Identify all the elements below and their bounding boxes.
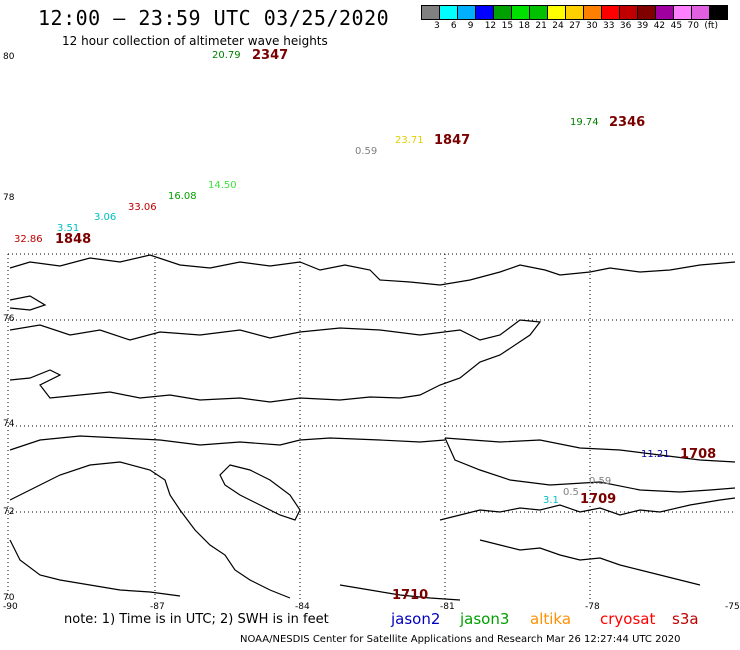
satellite-legend-item: jason3	[460, 610, 510, 628]
coast-islands-south	[339, 584, 461, 601]
wave-height-label: 19.74	[570, 117, 599, 128]
wave-height-label: 3.1	[543, 495, 559, 506]
wave-height-label: 32.86	[14, 234, 43, 245]
wave-height-label: 0.5	[563, 487, 579, 498]
wave-height-label: 3.51	[57, 223, 80, 234]
lon-label: -87	[150, 602, 165, 612]
wave-height-label: 11.21	[641, 449, 670, 460]
scale-label: 18	[518, 21, 530, 31]
scale-label: 42	[653, 21, 666, 31]
satellite-legend-item: jason2	[391, 610, 441, 628]
pass-time-label: 2346	[609, 115, 646, 130]
lon-label: -84	[295, 602, 310, 612]
lon-label: -78	[585, 602, 600, 612]
coast-somerset	[9, 435, 446, 451]
coast-prince-regent	[9, 539, 181, 597]
scale-label: 9	[467, 21, 474, 31]
satellite-legend-item: cryosat	[600, 610, 656, 628]
scale-label: 70	[687, 21, 699, 31]
lat-label: 70	[3, 593, 15, 603]
coastlines	[9, 254, 736, 601]
scale-label: 6	[450, 21, 457, 31]
satellite-legend-item: altika	[530, 610, 572, 628]
scale-label: 24	[552, 21, 564, 31]
color-scale	[421, 5, 728, 20]
wave-height-label: 20.79	[212, 50, 241, 61]
pass-time-label: 1848	[55, 232, 92, 247]
pass-time-label: 2347	[252, 48, 289, 63]
lat-label: 72	[3, 507, 15, 517]
scale-label: 45	[670, 21, 683, 31]
satellite-legend-item: s3a	[672, 610, 699, 628]
map-title: 12:00 — 23:59 UTC 03/25/2020	[38, 6, 390, 30]
map-subtitle: 12 hour collection of altimeter wave hei…	[62, 34, 328, 48]
coast-islands-east	[479, 539, 701, 586]
lat-label: 76	[3, 314, 15, 324]
pass-time-label: 1708	[680, 447, 717, 462]
pass-time-label: 1847	[434, 133, 471, 148]
scale-label: (ft)	[704, 21, 718, 31]
wave-height-label: 33.06	[128, 202, 157, 213]
lat-label: 74	[3, 419, 15, 429]
wave-height-label: 23.71	[395, 135, 424, 146]
wave-height-label: 0.59	[589, 476, 612, 487]
pass-time-label: 1709	[580, 492, 617, 507]
scale-label: 33	[603, 21, 615, 31]
wave-height-label: 16.08	[168, 191, 197, 202]
scale-label: 27	[569, 21, 581, 31]
lat-label: 80	[3, 52, 15, 62]
coast-ellesmere-south	[9, 254, 736, 286]
note-text: note: 1) Time is in UTC; 2) SWH is in fe…	[64, 612, 329, 627]
scale-swatch	[709, 5, 728, 20]
lon-label: -81	[440, 602, 455, 612]
scale-label: 39	[636, 21, 649, 31]
scale-label: 21	[535, 21, 547, 31]
coast-baffin-south	[439, 497, 736, 521]
scale-label: 36	[619, 21, 632, 31]
graticule	[7, 253, 735, 600]
wave-height-label: 3.06	[94, 212, 117, 223]
scale-label: 3	[434, 21, 440, 31]
wave-height-label: 0.59	[355, 146, 378, 157]
coast-baffin-north	[444, 437, 736, 493]
lat-label: 78	[3, 193, 15, 203]
coast-boothia	[9, 461, 291, 599]
pass-time-label: 1710	[392, 588, 429, 603]
coast-brodeur	[219, 464, 301, 521]
wave-height-label: 14.50	[208, 180, 237, 191]
scale-label: 15	[501, 21, 514, 31]
coast-devon-island	[9, 319, 542, 403]
footer-credit: NOAA/NESDIS Center for Satellite Applica…	[240, 634, 681, 645]
lon-label: -75	[725, 602, 740, 612]
scale-label: 30	[586, 21, 598, 31]
scale-label: 12	[484, 21, 497, 31]
lon-label: -90	[3, 602, 18, 612]
coast-devon-north	[9, 295, 47, 311]
